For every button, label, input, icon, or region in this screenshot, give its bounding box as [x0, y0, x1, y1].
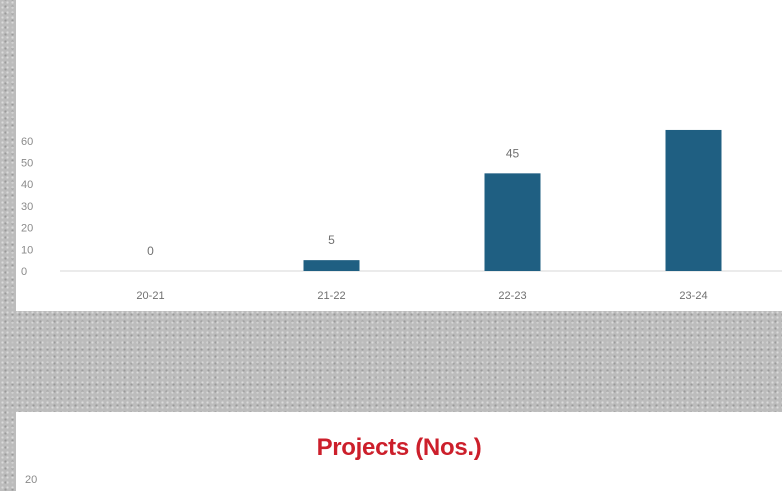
chart-title: Projects (Nos.)	[316, 434, 482, 461]
y-tick-label: 50	[21, 158, 33, 170]
y-tick-label: 20	[25, 474, 38, 486]
y-tick-label: 30	[21, 201, 33, 213]
x-tick-label: 20-21	[136, 290, 164, 302]
y-tick-label: 10	[21, 244, 33, 256]
data-label: 5	[328, 233, 335, 247]
data-label: 0	[147, 244, 154, 258]
bar	[484, 173, 541, 271]
y-tick-label: 40	[21, 179, 33, 191]
y-tick-label: 20	[21, 223, 33, 235]
bar	[303, 260, 360, 271]
x-tick-label: 22-23	[498, 290, 526, 302]
bar-chart: 0 10 20 30 40 50 60 0 20-21 5 21-22 45 22-23 23-24	[21, 129, 782, 302]
y-tick-label: 0	[21, 266, 27, 278]
bar-chart-panel: 0 10 20 30 40 50 60 0 20-21 5 21-22 45 22-23 23-24	[16, 0, 782, 311]
y-tick-label: 60	[21, 136, 33, 148]
x-tick-label: 23-24	[679, 290, 707, 302]
x-tick-label: 21-22	[317, 290, 345, 302]
projects-chart-panel: Projects (Nos.) 20	[16, 412, 782, 491]
data-label: 45	[506, 146, 520, 160]
bar	[665, 129, 722, 271]
